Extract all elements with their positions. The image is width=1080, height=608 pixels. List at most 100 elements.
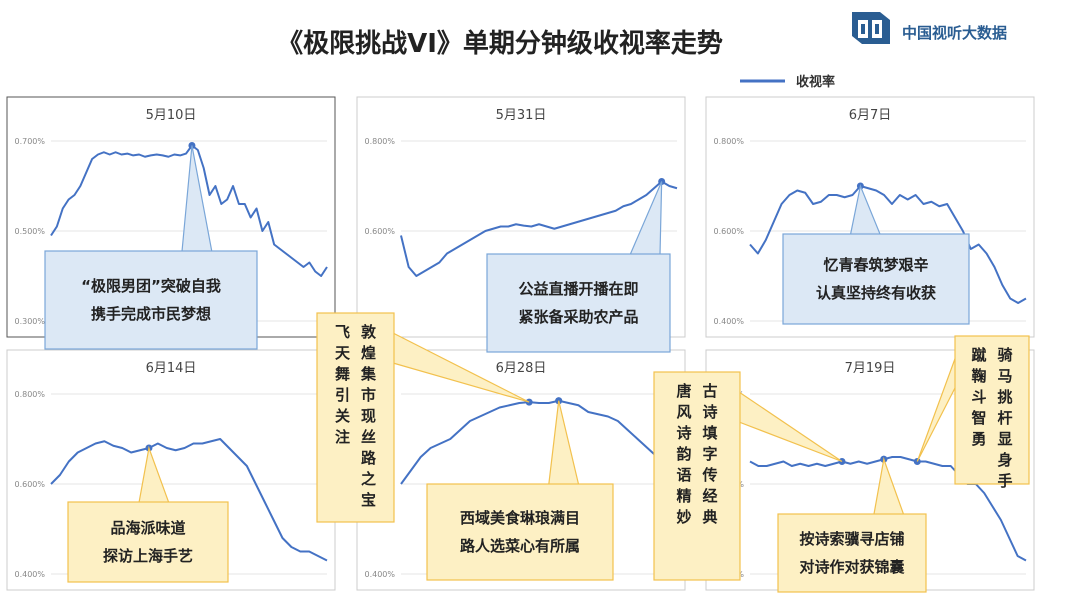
y-tick-label: 0.600% (713, 227, 744, 236)
cvb-logo-icon (852, 12, 890, 44)
callout-char: 唐 (676, 382, 691, 400)
callout-box (777, 513, 927, 593)
callout-char: 韵 (676, 445, 691, 463)
series-line (50, 438, 328, 562)
callout-char: 勇 (971, 430, 986, 448)
panel-title: 7月19日 (845, 361, 896, 376)
callout-char: 斗 (971, 388, 986, 406)
callout-char: 字 (702, 445, 717, 463)
callout-line: 认真坚持终有收获 (816, 284, 936, 302)
panel-title: 5月31日 (496, 108, 547, 123)
callout-line: 探访上海手艺 (103, 547, 193, 565)
callout-pointer-join (139, 504, 168, 506)
callout-char: 舞 (335, 365, 350, 383)
y-tick-label: 0.400% (14, 570, 45, 579)
y-tick-label: 0.800% (713, 137, 744, 146)
callout-char: 手 (997, 472, 1012, 490)
series-line (400, 180, 678, 277)
y-tick-label: 0.600% (364, 227, 395, 236)
callout-line: 忆青春筑梦艰辛 (823, 256, 928, 274)
panel-title: 6月7日 (849, 108, 892, 123)
callout-char: 妙 (676, 508, 691, 526)
callout-char: 丝 (361, 428, 376, 446)
callout-char: 注 (335, 428, 350, 446)
callout-pointer-join (874, 516, 903, 518)
y-tick-label: 0.500% (14, 227, 45, 236)
page-title: 《极限挑战VI》单期分钟级收视率走势 (277, 28, 723, 59)
callout-char: 填 (702, 424, 717, 442)
callout-pointer-join (182, 253, 211, 255)
callout-box (426, 483, 614, 581)
callout-box (44, 250, 258, 350)
callout-char: 杆 (997, 409, 1012, 427)
callout-box (316, 312, 395, 523)
callout-char: 显 (997, 430, 1012, 448)
callout-char: 市 (361, 386, 376, 404)
panel-title: 5月10日 (146, 108, 197, 123)
callout-line: 路人选菜心有所属 (460, 537, 580, 555)
series-line (400, 399, 678, 494)
callout-char: 之 (361, 470, 376, 488)
y-tick-label: 0.700% (14, 137, 45, 146)
y-tick-label: 0.300% (14, 317, 45, 326)
callout-box (782, 233, 970, 325)
callout-line: 对诗作对获锦囊 (799, 558, 905, 576)
series-line (50, 144, 328, 277)
logo: 中国视听大数据 (852, 12, 1007, 44)
callout-char: 煌 (361, 344, 376, 362)
panel-title: 6月14日 (146, 361, 197, 376)
callout-box (653, 371, 741, 581)
callout-char: 蹴 (971, 346, 986, 364)
y-tick-label: 0.600% (14, 480, 45, 489)
panel-title: 6月28日 (496, 361, 547, 376)
callout-char: 传 (701, 466, 717, 484)
callout-line: 品海派味道 (110, 519, 185, 537)
y-tick-label: 0.400% (713, 317, 744, 326)
callout-char: 语 (676, 466, 691, 484)
logo-text: 中国视听大数据 (902, 24, 1007, 42)
callout-box (67, 501, 229, 583)
callout-char: 引 (335, 386, 350, 404)
callout-char: 诗 (702, 403, 717, 421)
callout-char: 鞠 (971, 367, 986, 385)
callout-char: 精 (676, 487, 691, 505)
callout-char: 诗 (676, 424, 691, 442)
callout-line: 按诗索骥寻店铺 (799, 530, 904, 548)
series-line (749, 185, 1027, 304)
callout-pointer-join (631, 256, 659, 258)
callout-pointer-join (549, 486, 578, 488)
callout-char: 智 (971, 409, 986, 427)
callout-box (954, 335, 1030, 485)
callout-char: 现 (361, 407, 376, 425)
callout-char: 关 (335, 407, 350, 425)
callout-char: 天 (335, 344, 351, 362)
callout-char: 马 (997, 367, 1012, 385)
callout-char: 身 (997, 451, 1012, 469)
callout-char: 典 (702, 508, 717, 526)
callout-line: 紧张备采助农产品 (518, 308, 638, 326)
callout-char: 敦 (361, 323, 377, 341)
series-line (749, 456, 1027, 562)
callout-char: 飞 (335, 323, 350, 341)
y-tick-label: 0.800% (14, 390, 45, 399)
y-tick-label: 0.400% (364, 570, 395, 579)
y-tick-label: 0.800% (364, 137, 395, 146)
callout-char: 风 (676, 403, 691, 421)
callout-pointer-join (851, 236, 880, 238)
callout-char: 路 (361, 449, 377, 467)
callout-char: 古 (702, 382, 717, 400)
callout-char: 骑 (997, 346, 1012, 364)
legend: 收视率 (740, 74, 835, 90)
callout-line: 西域美食琳琅满目 (460, 509, 580, 527)
callout-char: 集 (360, 365, 377, 383)
